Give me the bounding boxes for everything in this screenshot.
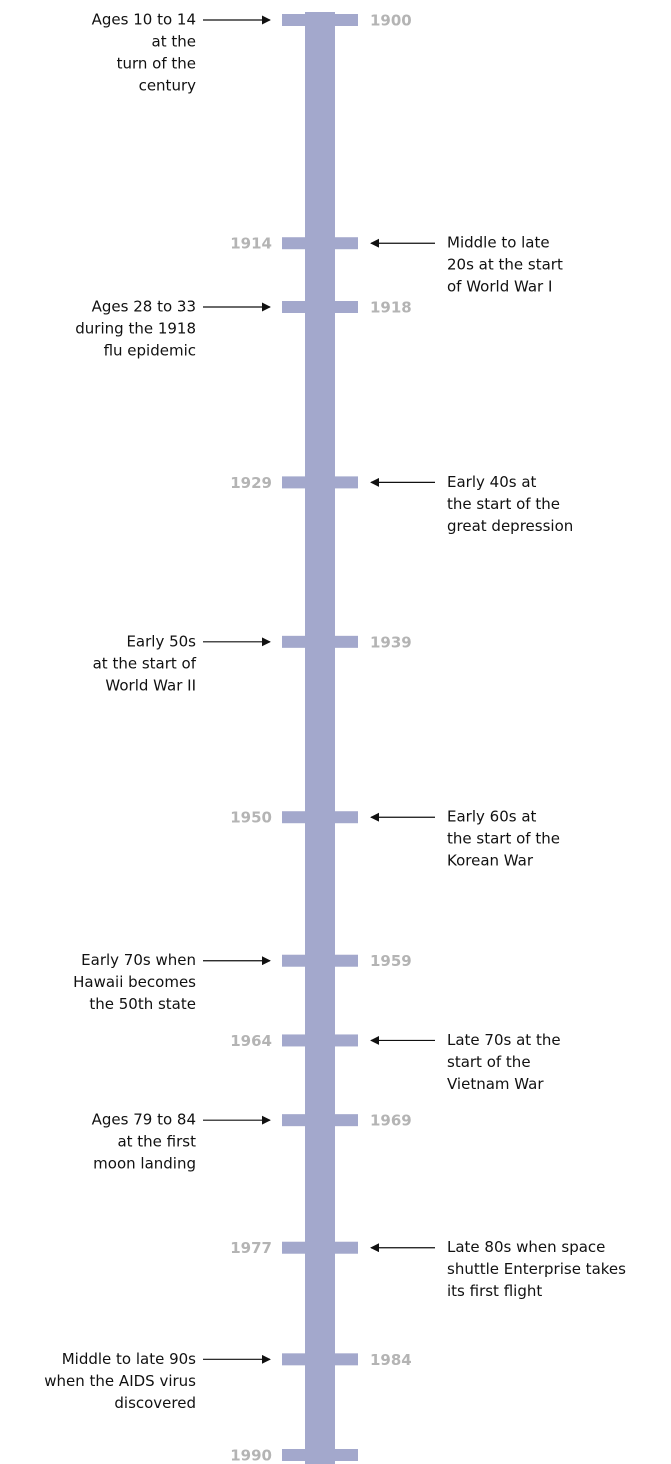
year-label: 1969 <box>370 1112 412 1130</box>
note-line: Early 40s at <box>447 473 537 491</box>
note-line: during the 1918 <box>75 320 196 338</box>
note-line: moon landing <box>93 1155 196 1173</box>
tick-left <box>282 1449 305 1461</box>
tick-right <box>335 1449 358 1461</box>
year-label: 1929 <box>230 474 272 492</box>
note-line: shuttle Enterprise takes <box>447 1260 626 1278</box>
note-line: Vietnam War <box>447 1075 544 1093</box>
note-line: at the start of <box>93 654 197 672</box>
note-line: Ages 28 to 33 <box>92 298 196 316</box>
tick-right <box>335 811 358 824</box>
note-line: start of the <box>447 1053 531 1071</box>
note-line: flu epidemic <box>104 342 196 360</box>
note-line: Korean War <box>447 852 534 870</box>
tick-right <box>335 237 358 250</box>
year-label: 1984 <box>370 1351 412 1369</box>
tick-left <box>282 1034 305 1047</box>
tick-right <box>335 301 358 313</box>
note-line: Late 80s when space <box>447 1238 605 1256</box>
note-line: turn of the <box>117 55 196 73</box>
tick-left <box>282 954 305 967</box>
tick-left <box>282 301 305 313</box>
note-line: Early 70s when <box>81 951 196 969</box>
note-line: the start of the <box>447 495 560 513</box>
note-line: of World War I <box>447 278 552 296</box>
year-label: 1900 <box>370 12 412 30</box>
note-line: Early 60s at <box>447 808 537 826</box>
tick-left <box>282 1241 305 1254</box>
tick-right <box>335 635 358 648</box>
note-line: discovered <box>114 1394 196 1412</box>
note-line: at the first <box>117 1133 196 1151</box>
note-line: World War II <box>105 676 196 694</box>
tick-left <box>282 237 305 250</box>
tick-left <box>282 1353 305 1366</box>
note-line: Middle to late 90s <box>62 1350 196 1368</box>
tick-right <box>335 1241 358 1254</box>
tick-right <box>335 1034 358 1047</box>
year-label: 1918 <box>370 299 412 317</box>
year-label: 1914 <box>230 235 272 253</box>
tick-left <box>282 635 305 648</box>
note-line: at the <box>152 33 196 51</box>
tick-right <box>335 1114 358 1127</box>
tick-left <box>282 1114 305 1127</box>
note-line: its first flight <box>447 1282 542 1300</box>
year-label: 1939 <box>370 633 412 651</box>
tick-right <box>335 14 358 26</box>
timeline-bar <box>305 12 335 1464</box>
year-label: 1950 <box>230 809 272 827</box>
note-line: the start of the <box>447 830 560 848</box>
note-line: Hawaii becomes <box>73 973 196 991</box>
tick-right <box>335 1353 358 1366</box>
tick-left <box>282 14 305 26</box>
note-line: Late 70s at the <box>447 1031 561 1049</box>
tick-left <box>282 811 305 824</box>
note-line: Middle to late <box>447 234 550 252</box>
tick-right <box>335 954 358 967</box>
tick-right <box>335 476 358 489</box>
note-line: century <box>139 77 197 95</box>
note-line: great depression <box>447 517 573 535</box>
note-line: when the AIDS virus <box>44 1372 196 1390</box>
note-line: Early 50s <box>126 632 196 650</box>
year-label: 1964 <box>230 1032 272 1050</box>
note-line: Ages 79 to 84 <box>92 1111 196 1129</box>
year-label: 1977 <box>230 1239 272 1257</box>
note-line: Ages 10 to 14 <box>92 11 196 29</box>
year-label: 1959 <box>370 952 412 970</box>
tick-left <box>282 476 305 489</box>
note-line: 20s at the start <box>447 256 563 274</box>
note-line: the 50th state <box>89 995 196 1013</box>
year-label: 1990 <box>230 1447 272 1464</box>
